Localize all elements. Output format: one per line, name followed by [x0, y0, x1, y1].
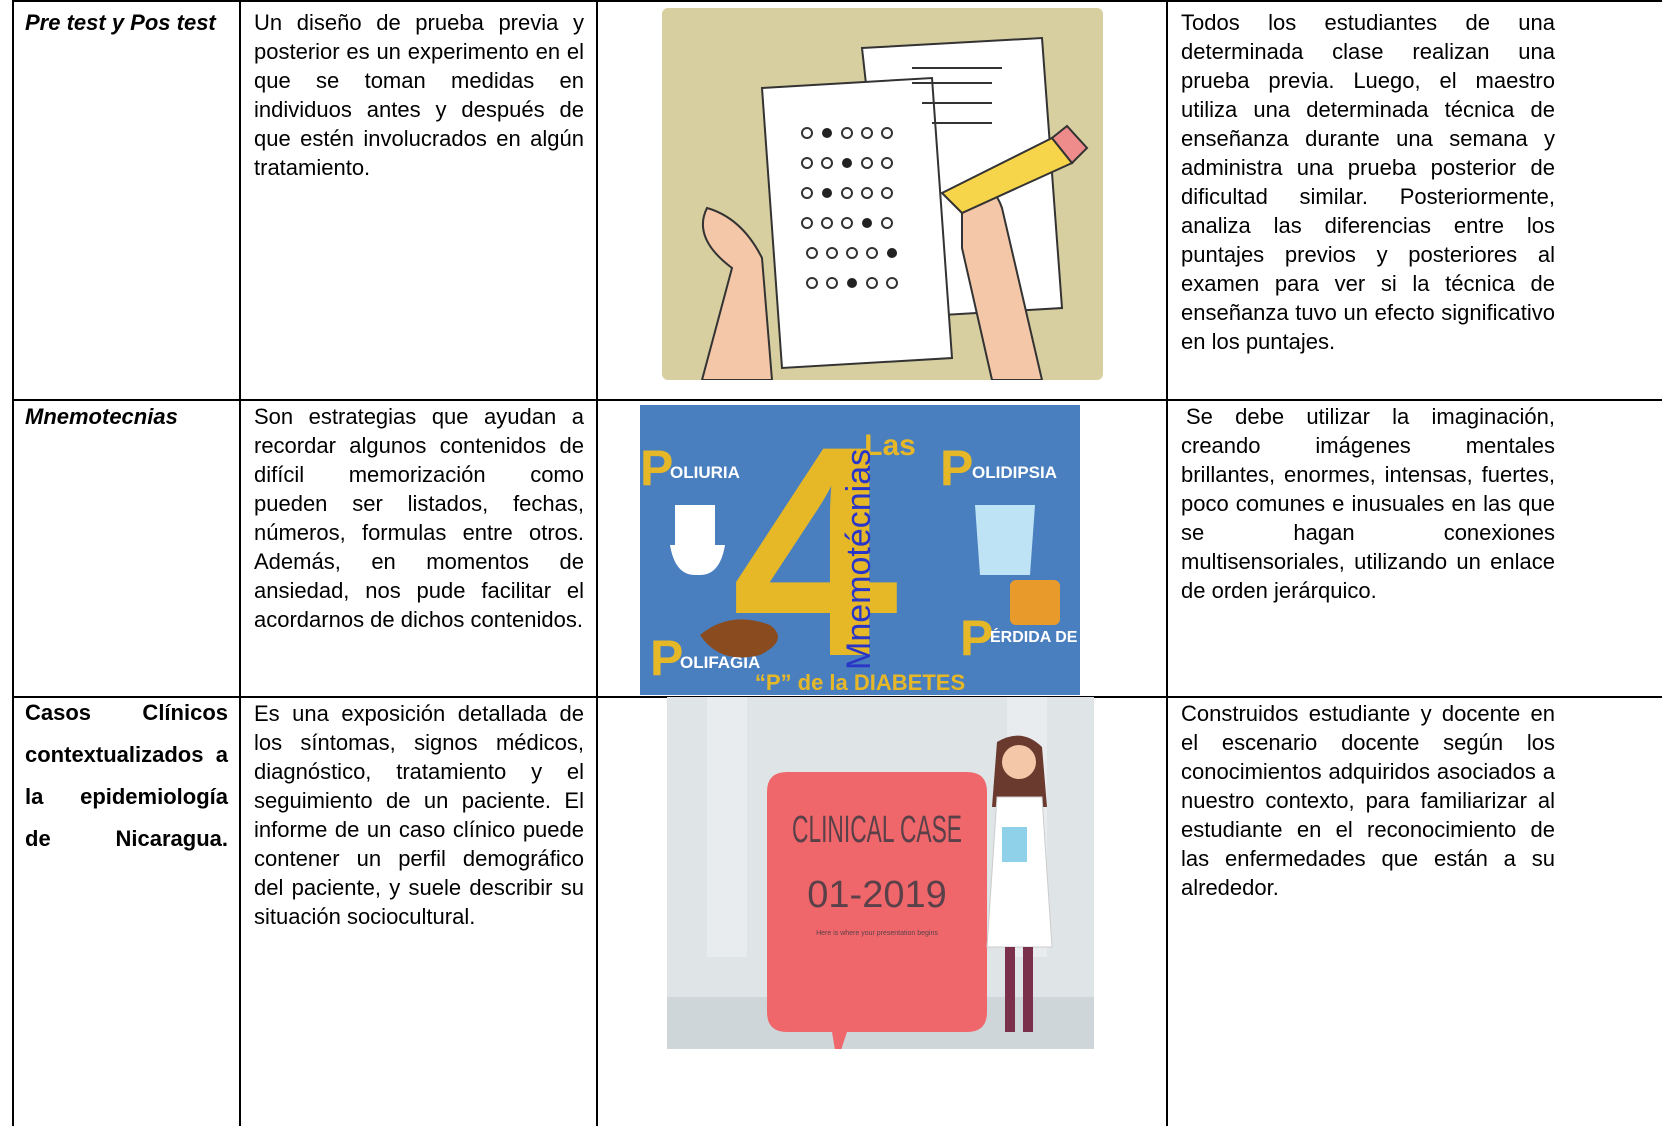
- initial: P: [960, 610, 993, 666]
- initial: P: [650, 630, 683, 686]
- border: [12, 399, 1662, 401]
- test-illustration: [662, 8, 1103, 380]
- technique: Mnemotecnias: [25, 404, 178, 429]
- footer: “P” de la DIABETES: [755, 670, 965, 695]
- label: Mnemotécnias: [840, 449, 878, 670]
- label: Las: [864, 429, 916, 462]
- description: Es una exposición detallada de los sínto…: [254, 701, 584, 929]
- mnemonic-illustration: 4 Las Mnemotécnias P OLIURIA P OLIDIPSIA…: [640, 405, 1080, 695]
- initial: P: [640, 440, 673, 496]
- border: [239, 0, 241, 1126]
- initial: P: [940, 440, 973, 496]
- label: OLIURIA: [670, 463, 740, 482]
- technique: Pre test y Pos test: [25, 10, 216, 35]
- description: Un diseño de prueba previa y posterior e…: [254, 10, 584, 180]
- image-title: CLINICAL CASE: [792, 809, 962, 851]
- example: Construidos estudiante y docente en el e…: [1181, 701, 1555, 900]
- image-code: 01-2019: [807, 874, 946, 916]
- label: OLIDIPSIA: [972, 463, 1057, 482]
- description: Son estrategias que ayudan a recordar al…: [254, 404, 584, 632]
- border: [596, 0, 598, 1126]
- image-subtitle: Here is where your presentation begins: [816, 930, 938, 937]
- clinical-case-illustration: CLINICAL CASE 01-2019 Here is where your…: [667, 697, 1094, 1049]
- example: Se debe utilizar la imaginación, creando…: [1181, 404, 1555, 603]
- border: [12, 0, 14, 1126]
- border: [1166, 0, 1168, 1126]
- label: ÉRDIDA DE PESO: [990, 627, 1080, 646]
- label: OLIFAGIA: [680, 653, 760, 672]
- example: Todos los estudiantes de una determinada…: [1181, 10, 1555, 354]
- technique: Casos Clínicos contextualizados a la epi…: [25, 700, 228, 851]
- border: [12, 0, 1662, 2]
